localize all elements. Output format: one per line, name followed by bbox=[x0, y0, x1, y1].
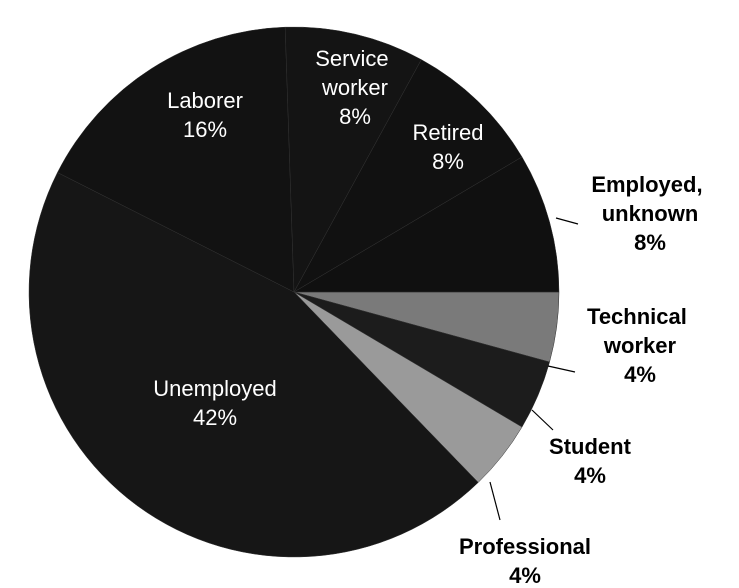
slice-label: Technical worker bbox=[587, 304, 693, 358]
pie-slice bbox=[284, 26, 422, 293]
pie-slice bbox=[293, 59, 523, 293]
slice-label: Laborer bbox=[167, 88, 243, 113]
value-label: 8% bbox=[634, 230, 666, 255]
pie-slice bbox=[28, 172, 479, 558]
value-label: 16% bbox=[183, 117, 227, 142]
value-label: 4% bbox=[509, 563, 541, 588]
value-label: 4% bbox=[574, 463, 606, 488]
leader-line bbox=[555, 217, 579, 225]
pie-slice bbox=[57, 26, 295, 293]
leader-line bbox=[531, 409, 554, 431]
slice-label: Employed, unknown bbox=[591, 172, 708, 226]
slice-label: Service worker bbox=[315, 46, 394, 100]
slice-label: Retired bbox=[413, 120, 484, 145]
value-label: 4% bbox=[624, 362, 656, 387]
slice-label: Unemployed bbox=[153, 376, 277, 401]
pie-slice bbox=[293, 156, 560, 293]
value-label: 8% bbox=[432, 149, 464, 174]
slice-label: Professional bbox=[459, 534, 591, 559]
value-label: 8% bbox=[339, 104, 371, 129]
slice-label: Student bbox=[549, 434, 632, 459]
leader-line bbox=[489, 481, 501, 521]
leader-line bbox=[547, 365, 576, 373]
value-label: 42% bbox=[193, 405, 237, 430]
